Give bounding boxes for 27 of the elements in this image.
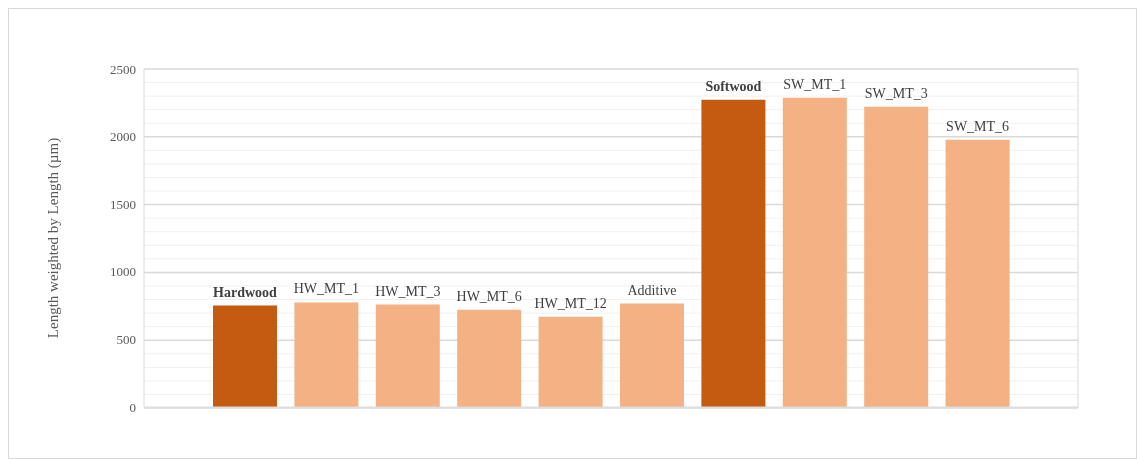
bar xyxy=(864,106,929,407)
x-tick-label: SW_MT_1 xyxy=(783,76,847,92)
y-tick-label: 1000 xyxy=(110,264,136,280)
x-tick-label: HW_MT_3 xyxy=(375,283,441,299)
bar xyxy=(620,303,684,407)
x-tick-label: HW_MT_6 xyxy=(456,288,522,304)
bar xyxy=(457,309,522,407)
x-tick-label: Additive xyxy=(627,282,677,298)
x-tick-label: HW_MT_12 xyxy=(534,295,607,311)
bar xyxy=(945,139,1010,407)
bar xyxy=(782,97,847,407)
x-tick-label: SW_MT_3 xyxy=(864,85,928,101)
bar xyxy=(294,302,359,407)
y-axis-title: Length weighted by Length (µm) xyxy=(45,137,63,339)
bar xyxy=(701,99,766,407)
x-tick-label: Hardwood xyxy=(213,284,278,300)
y-tick-label: 1500 xyxy=(110,196,136,212)
x-tick-label: HW_MT_1 xyxy=(293,281,360,297)
bar xyxy=(213,305,277,407)
x-tick-label: Softwood xyxy=(705,78,762,94)
x-tick-label: SW_MT_6 xyxy=(946,118,1010,134)
y-tick-label: 0 xyxy=(129,399,136,415)
y-tick-label: 2000 xyxy=(110,129,136,145)
bar xyxy=(375,304,440,407)
bar xyxy=(538,316,603,407)
y-tick-label: 500 xyxy=(116,332,136,348)
y-tick-label: 2500 xyxy=(110,61,136,77)
